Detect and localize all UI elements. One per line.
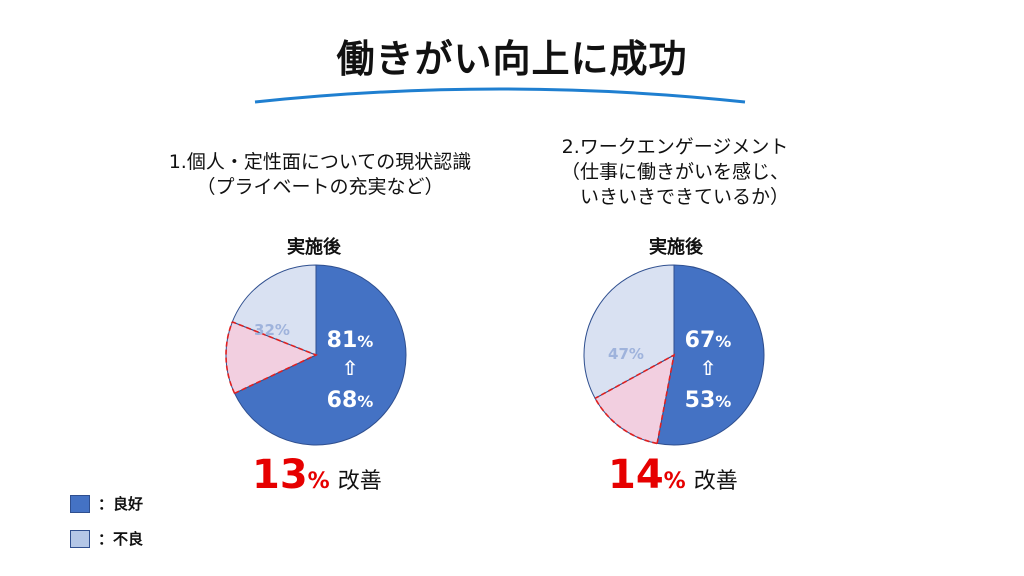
improvement-1-value: 13 [252,452,308,498]
pie2-before-label: 53% [685,388,732,413]
legend-good-swatch [70,494,90,513]
pie2-slice-good [656,264,765,446]
legend-bad: ：不良 [70,528,143,549]
improvement-1-word: 改善 [337,469,382,494]
improvement-1: 13% 改善 [252,452,382,498]
pie1-bad-label: 32% [254,321,290,339]
legend-good-label: ：良好 [98,495,144,513]
chart2-heading: 2.ワークエンゲージメント （仕事に働きがいを感じ、 いきいきできているか） [560,136,789,208]
pie1-slice-bad [231,264,317,356]
pie1-improvement-arc [225,321,236,394]
pie1-after-label: 81% [327,328,374,353]
improvement-2-word: 改善 [693,469,738,494]
improvement-2: 14% 改善 [608,452,738,498]
chart1-heading: 1.個人・定性面についての現状認識 （プライベートの充実など） [168,151,472,198]
pie2-slice-bad [583,264,675,400]
improvement-2-value: 14 [608,452,664,498]
pie-chart-2: 67% ⇧ 53% 47% [583,264,765,446]
pie1-arrow: ⇧ [342,356,359,380]
pie2-improvement-arc [594,397,658,445]
improvement-1-unit: % [307,469,330,494]
title-underline [254,87,746,104]
pie1-before-label: 68% [327,388,374,413]
chart2-subtitle: 実施後 [649,237,703,258]
pie2-arrow: ⇧ [700,356,717,380]
legend-good: ：良好 [70,493,143,514]
pie-chart-1: 81% ⇧ 68% 32% [225,264,407,446]
pie2-improvement-outline [594,353,676,444]
pie2-after-label: 67% [685,328,732,353]
pie1-slice-good [233,264,407,446]
pie2-bad-label: 47% [608,345,644,363]
improvement-2-unit: % [663,469,686,494]
page-title: 働きがい向上に成功 [336,37,688,81]
legend-bad-swatch [70,529,90,548]
chart1-subtitle: 実施後 [287,237,341,258]
legend-bad-label: ：不良 [98,530,144,548]
pie1-improvement-outline [232,321,319,395]
